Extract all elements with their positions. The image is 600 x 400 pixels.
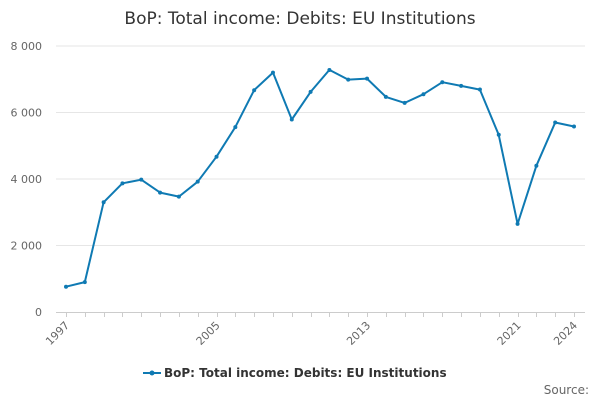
legend-label: BoP: Total income: Debits: EU Institutio… <box>164 366 447 380</box>
chart-title: BoP: Total income: Debits: EU Institutio… <box>124 9 475 29</box>
data-point <box>459 83 464 88</box>
source-label: Source: <box>544 383 589 397</box>
data-point <box>214 154 219 159</box>
data-point <box>572 124 576 129</box>
legend-marker-icon <box>149 370 155 376</box>
data-point <box>477 87 482 92</box>
grid-lines <box>56 45 585 246</box>
data-point <box>383 94 388 99</box>
x-tick-label: 2021 <box>495 319 524 348</box>
legend[interactable]: BoP: Total income: Debits: EU Institutio… <box>143 366 447 380</box>
y-tick-label: 4 000 <box>11 173 43 186</box>
x-tick-label: 2013 <box>344 319 373 348</box>
series-line <box>65 68 575 288</box>
x-tick-label: 1997 <box>43 319 72 348</box>
data-point <box>327 67 332 72</box>
data-point <box>515 221 520 226</box>
data-point <box>346 77 351 82</box>
data-point <box>534 163 539 168</box>
data-point <box>233 125 238 130</box>
data-point <box>158 190 163 195</box>
data-point <box>139 177 144 182</box>
x-axis: 1997 2005 2013 2021 2024 <box>43 312 585 348</box>
data-point <box>440 80 445 85</box>
data-point <box>421 92 426 97</box>
data-point <box>252 88 257 93</box>
data-point <box>101 200 106 205</box>
y-tick-label: 2 000 <box>11 240 43 253</box>
data-point <box>289 117 294 122</box>
y-tick-label: 0 <box>35 306 42 319</box>
data-point <box>64 284 68 289</box>
data-point <box>82 280 87 285</box>
data-point <box>308 89 313 94</box>
y-tick-label: 6 000 <box>11 107 43 120</box>
y-axis: 0 2 000 4 000 6 000 8 000 <box>11 40 43 319</box>
x-tick-label: 2024 <box>551 319 580 348</box>
data-point <box>496 132 501 137</box>
data-point <box>402 100 407 105</box>
data-point <box>120 181 125 186</box>
data-point <box>270 70 275 75</box>
data-point <box>553 120 558 125</box>
data-point <box>365 76 370 81</box>
data-point <box>176 194 181 199</box>
y-tick-label: 8 000 <box>11 40 43 53</box>
x-tick-label: 2005 <box>194 319 223 348</box>
data-point <box>195 179 200 184</box>
series-group <box>64 67 576 289</box>
